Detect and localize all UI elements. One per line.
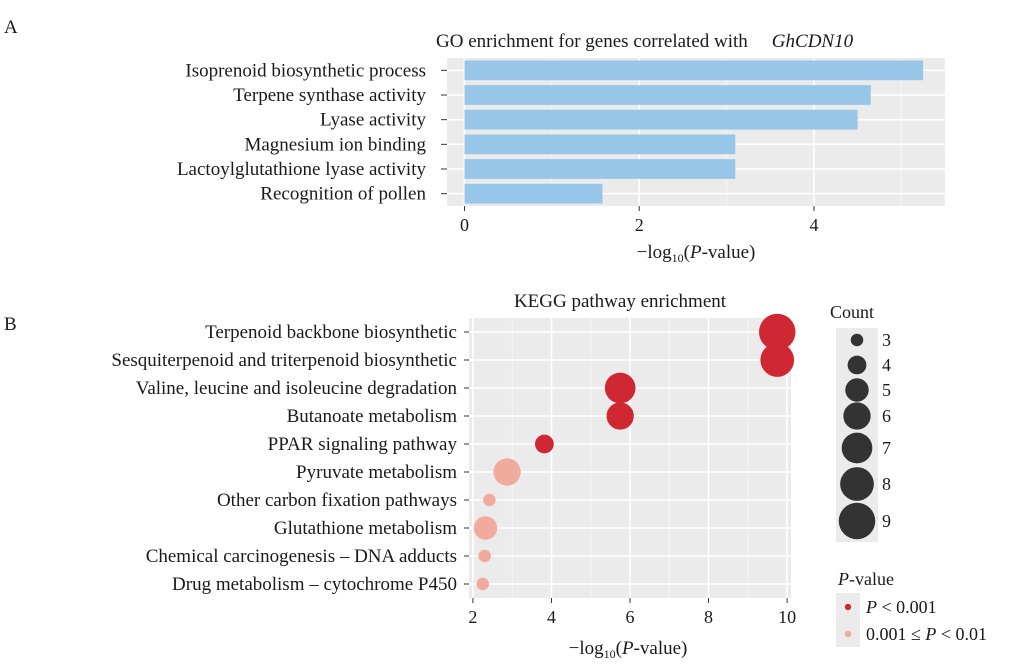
go-enrichment-chart: GO enrichment for genes correlated with G… (177, 31, 945, 265)
kegg-category-label: Pyruvate metabolism (296, 462, 457, 483)
go-category-labels: Isoprenoid biosynthetic process Terpene s… (177, 60, 447, 205)
go-x-tick-label: 0 (460, 215, 469, 235)
count-legend-label: 3 (882, 330, 891, 350)
pvalue-legend-key-background (836, 593, 860, 647)
count-legend: 3 4 5 6 7 8 9 (838, 330, 891, 540)
go-bar (464, 183, 603, 204)
go-bars (464, 60, 924, 204)
panel-b-label: B (4, 314, 17, 335)
pvalue-legend: P < 0.001 0.001 ≤ P < 0.01 (844, 597, 987, 644)
pvalue-legend-key (844, 630, 852, 638)
kegg-category-label: PPAR signaling pathway (268, 434, 458, 455)
go-category-label: Recognition of pollen (260, 184, 426, 205)
kegg-category-label: Terpenoid backbone biosynthetic (205, 322, 457, 343)
kegg-x-tick-label: 8 (704, 607, 713, 627)
kegg-point (604, 372, 636, 404)
kegg-category-label: Glutathione metabolism (274, 518, 457, 539)
count-legend-label: 9 (882, 511, 891, 531)
kegg-x-tick-label: 10 (778, 607, 796, 627)
count-legend-label: 4 (882, 355, 891, 375)
go-bar (464, 159, 736, 179)
count-legend-key (841, 432, 873, 464)
kegg-point (493, 458, 521, 486)
count-legend-key (840, 467, 874, 501)
kegg-point (759, 313, 796, 351)
kegg-point (535, 434, 554, 454)
count-legend-key (838, 502, 876, 540)
kegg-x-tick-label: 4 (547, 607, 556, 627)
kegg-category-label: Chemical carcinogenesis – DNA adducts (146, 546, 457, 567)
go-bar (464, 60, 924, 81)
go-panel-background (447, 58, 945, 206)
kegg-category-label: Drug metabolism – cytochrome P450 (172, 574, 457, 595)
count-legend-label: 5 (882, 380, 891, 400)
pvalue-legend-title: P-value (837, 569, 894, 589)
panel-a-label: A (4, 17, 18, 38)
kegg-x-ticks: 2 4 6 8 10 (468, 598, 796, 627)
kegg-category-label: Butanoate metabolism (287, 406, 458, 427)
pvalue-legend-key (844, 603, 852, 611)
count-legend-label: 6 (882, 406, 891, 426)
pvalue-legend-label: 0.001 ≤ P < 0.01 (866, 624, 987, 644)
go-x-axis-label: −log10(P-value) (637, 242, 756, 265)
go-category-label: Isoprenoid biosynthetic process (185, 60, 426, 81)
go-x-tick-label: 4 (809, 215, 818, 235)
kegg-category-labels: Terpenoid backbone biosynthetic Sesquiter… (111, 322, 469, 595)
count-legend-label: 8 (882, 474, 891, 494)
kegg-category-label: Sesquiterpenoid and triterpenoid biosynt… (111, 350, 457, 371)
kegg-point (473, 516, 498, 540)
count-legend-label: 7 (882, 438, 891, 458)
kegg-chart-title: KEGG pathway enrichment (514, 291, 727, 312)
go-category-label: Lyase activity (320, 110, 427, 131)
go-bar (464, 85, 871, 105)
go-bar (464, 109, 858, 130)
kegg-point (476, 577, 490, 591)
kegg-enrichment-chart: KEGG pathway enrichment Terpenoid backbo… (111, 291, 987, 661)
kegg-point (606, 402, 634, 430)
count-legend-key (847, 355, 867, 375)
count-legend-key (850, 333, 864, 347)
kegg-point (760, 343, 795, 377)
kegg-points (473, 313, 796, 591)
go-category-label: Lactoylglutathione lyase activity (177, 159, 427, 180)
count-legend-key (843, 402, 871, 430)
kegg-category-label: Valine, leucine and isoleucine degradati… (136, 378, 458, 399)
count-legend-title: Count (830, 302, 874, 322)
kegg-category-label: Other carbon fixation pathways (217, 490, 457, 511)
go-category-label: Terpene synthase activity (233, 85, 426, 106)
go-bar (464, 134, 736, 155)
count-legend-key (845, 378, 869, 402)
kegg-x-tick-label: 6 (626, 607, 635, 627)
go-chart-title: GO enrichment for genes correlated with G… (436, 31, 854, 52)
kegg-point (483, 493, 496, 507)
go-category-label: Magnesium ion binding (244, 134, 426, 155)
go-x-ticks: 0 2 4 (460, 206, 818, 235)
go-x-tick-label: 2 (635, 215, 644, 235)
kegg-point (478, 549, 491, 563)
kegg-x-axis-label: −log10(P-value) (569, 638, 688, 661)
kegg-x-tick-label: 2 (468, 607, 477, 627)
pvalue-legend-label: P < 0.001 (865, 597, 937, 617)
